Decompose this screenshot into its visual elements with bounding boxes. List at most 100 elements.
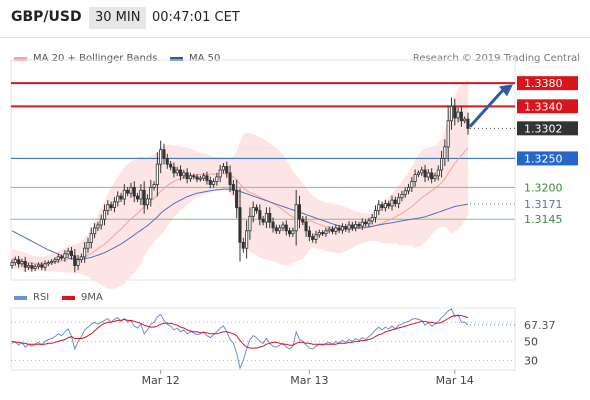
candle-body-66 <box>228 172 232 185</box>
candle-body-41 <box>145 198 150 206</box>
candle-body-80 <box>274 227 278 232</box>
candle-body-71 <box>245 230 249 249</box>
candle-body-22 <box>83 247 87 258</box>
candle-body-58 <box>202 175 206 179</box>
candle-body-88 <box>301 218 305 223</box>
currency-pair-title: GBP/USD <box>11 9 82 25</box>
candle-body-86 <box>294 204 298 232</box>
candle-body-65 <box>225 166 229 174</box>
candle-body-121 <box>410 181 414 188</box>
candle-body-0 <box>10 262 14 266</box>
candle-body-54 <box>188 175 193 180</box>
candle-body-91 <box>311 236 315 240</box>
candle-body-104 <box>354 223 358 229</box>
candle-body-135 <box>456 111 460 119</box>
candle-body-112 <box>380 204 384 208</box>
header-divider <box>0 37 590 38</box>
candle-body-92 <box>314 234 318 240</box>
legend-9ma: 9MA <box>62 292 103 303</box>
candle-body-35 <box>126 189 130 194</box>
candle-body-102 <box>347 224 351 230</box>
candle-body-64 <box>221 166 226 171</box>
legend-ma50: MA 50 <box>170 53 220 64</box>
candle-body-90 <box>307 230 311 238</box>
price-label-bg-1 <box>517 99 578 114</box>
candle-body-110 <box>373 210 377 218</box>
candle-body-83 <box>284 224 288 232</box>
price-panel-frame <box>10 59 516 281</box>
candle-body-34 <box>122 189 126 200</box>
x-tick-label-1: Mar 13 <box>290 374 328 387</box>
candle-body-105 <box>357 223 361 227</box>
legend-ma20-bollinger: MA 20 + Bollinger Bands <box>14 53 157 64</box>
candle-body-52 <box>182 172 186 177</box>
candle-body-100 <box>340 226 344 231</box>
candle-body-67 <box>231 184 235 191</box>
candle-body-42 <box>149 186 153 200</box>
candle-body-27 <box>99 218 103 226</box>
rsi-9ma-line <box>11 315 469 349</box>
price-label-bg-3 <box>517 151 578 166</box>
candle-body-56 <box>195 176 199 180</box>
candle-body-20 <box>76 259 80 266</box>
x-tick-label-0: Mar 12 <box>142 374 180 387</box>
candle-body-9 <box>40 264 44 268</box>
candle-body-125 <box>423 169 427 178</box>
candle-body-76 <box>261 218 265 223</box>
candle-body-120 <box>406 186 411 192</box>
candle-body-39 <box>139 189 143 200</box>
candle-body-11 <box>46 262 50 265</box>
candle-body-127 <box>430 172 434 180</box>
candle-body-26 <box>96 224 100 229</box>
candle-body-63 <box>218 169 222 178</box>
legend-label-ma50: MA 50 <box>189 53 221 64</box>
candle-body-106 <box>360 221 364 227</box>
candle-body-134 <box>453 105 457 119</box>
candle-body-70 <box>241 241 245 249</box>
candle-body-30 <box>109 204 113 208</box>
candle-body-97 <box>330 228 335 232</box>
candle-body-113 <box>383 203 387 209</box>
candle-body-29 <box>106 204 110 211</box>
candle-body-60 <box>208 179 212 185</box>
candle-body-12 <box>50 261 54 264</box>
legend-swatch-ma50 <box>170 56 183 61</box>
candle-body-96 <box>327 228 331 232</box>
candle-body-28 <box>103 210 107 220</box>
candle-body-5 <box>26 265 31 268</box>
rsi-tick-label-1: 50 <box>524 335 538 348</box>
rsi-panel-frame <box>10 307 516 371</box>
candle-body-4 <box>23 261 27 268</box>
candle-body-85 <box>291 230 295 235</box>
candle-body-103 <box>350 224 354 229</box>
candle-body-49 <box>172 166 176 174</box>
rsi-line <box>11 308 469 370</box>
rsi-tick-label-0: 30 <box>524 354 538 367</box>
candle-body-68 <box>235 189 239 209</box>
price-label-1: 1.3340 <box>524 100 563 113</box>
candle-body-81 <box>278 227 282 232</box>
candle-body-79 <box>271 221 275 229</box>
candle-body-38 <box>135 195 140 200</box>
candlesticks <box>10 97 470 273</box>
clock-display: 00:47:01 CET <box>152 10 240 25</box>
candle-body-51 <box>178 169 183 177</box>
candle-body-78 <box>268 212 272 223</box>
legend-swatch-rsi <box>14 295 27 300</box>
candle-body-87 <box>297 204 301 220</box>
candle-body-37 <box>132 186 136 197</box>
price-label-bg-2 <box>517 121 578 136</box>
candle-body-74 <box>254 207 259 211</box>
candle-body-129 <box>436 169 440 177</box>
candle-body-48 <box>169 163 173 168</box>
candle-body-119 <box>403 190 407 195</box>
candle-body-61 <box>211 181 216 185</box>
candle-body-124 <box>420 169 424 174</box>
candle-body-130 <box>439 157 444 171</box>
candle-body-111 <box>377 204 381 211</box>
candle-body-1 <box>13 259 17 264</box>
legend-label-9ma: 9MA <box>81 292 103 303</box>
candle-body-59 <box>205 175 209 181</box>
timeframe-selector[interactable]: 30 MIN <box>89 7 147 29</box>
